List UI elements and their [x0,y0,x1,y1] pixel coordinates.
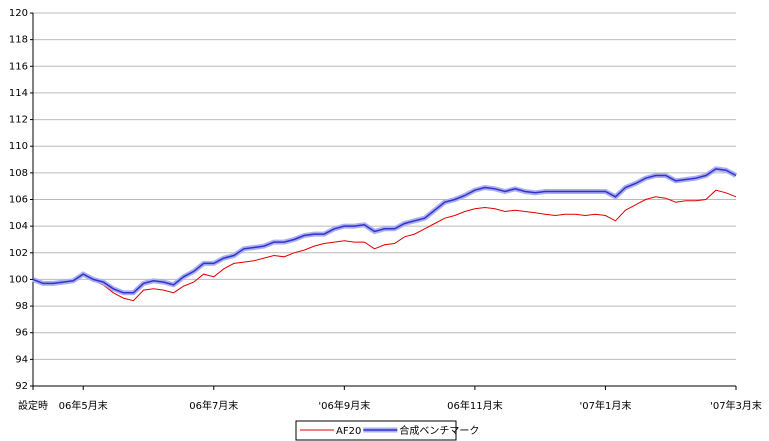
x-tick-label: 06年11月末 [447,399,502,412]
y-tick-label: 100 [9,274,28,285]
legend-label: AF20 [336,426,361,437]
y-tick-label: 120 [9,8,28,19]
y-tick-label: 104 [9,221,28,232]
y-tick-label: 94 [15,354,28,365]
y-tick-label: 118 [9,35,28,46]
y-tick-label: 112 [9,115,28,126]
x-tick-label: 設定時 [18,399,48,412]
y-tick-label: 108 [9,168,28,179]
x-tick-label: '06年9月末 [318,399,370,412]
series-line [32,189,737,302]
series-halo [32,166,738,296]
y-tick-label: 114 [9,88,28,99]
y-tick-label: 92 [15,381,28,392]
x-tick-label: 06年5月末 [59,399,108,412]
x-tick-label: 06年7月末 [189,399,238,412]
x-tick-label: '07年3月末 [710,399,762,412]
y-tick-label: 106 [9,195,28,206]
legend-label: 合成ベンチマーク [399,424,479,437]
series-line [32,168,737,294]
y-tick-label: 96 [15,328,28,339]
y-tick-label: 116 [9,61,28,72]
y-tick-label: 110 [9,141,28,152]
y-tick-label: 102 [9,248,28,259]
y-tick-label: 98 [15,301,28,312]
x-tick-label: '07年1月末 [580,399,632,412]
